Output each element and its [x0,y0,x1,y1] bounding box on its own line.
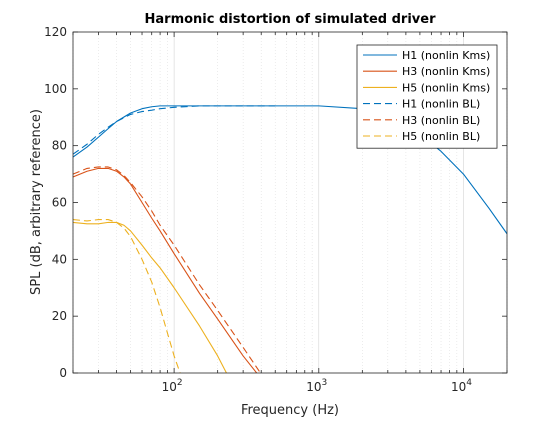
legend-label: H5 (nonlin BL) [402,130,480,143]
series-line-2 [73,167,258,373]
y-tick-label: 20 [52,309,67,323]
y-tick-label: 40 [52,252,67,266]
series-line-3 [73,221,227,373]
y-tick-label: 0 [59,366,67,380]
y-tick-label: 120 [44,25,67,39]
legend-label: H5 (nonlin Kms) [402,81,490,94]
legend-box [356,44,498,149]
series-line-6 [73,219,181,373]
x-tick-label: 102 [162,378,183,394]
y-axis-label: SPL (dB, arbitrary reference) [29,109,44,295]
legend-label: H3 (nonlin BL) [402,114,480,127]
legend: H1 (nonlin Kms) H3 (nonlin Kms) H5 (nonlin… [356,44,498,149]
legend-label: H3 (nonlin Kms) [402,65,490,78]
x-tick-label: 104 [451,378,472,394]
series-line-5 [73,166,262,373]
axis-ticks: 0 20 40 60 80 100 120 102 103 104 [44,25,508,394]
y-tick-label: 100 [44,82,67,96]
y-tick-label: 60 [52,196,67,210]
legend-label: H1 (nonlin Kms) [402,49,490,62]
x-tick-label: 103 [306,378,327,394]
chart-title: Harmonic distortion of simulated driver [145,12,437,27]
legend-label: H1 (nonlin BL) [402,98,480,111]
x-axis-label: Frequency (Hz) [241,403,339,418]
y-tick-label: 80 [52,139,67,153]
series-line-4 [73,105,276,155]
